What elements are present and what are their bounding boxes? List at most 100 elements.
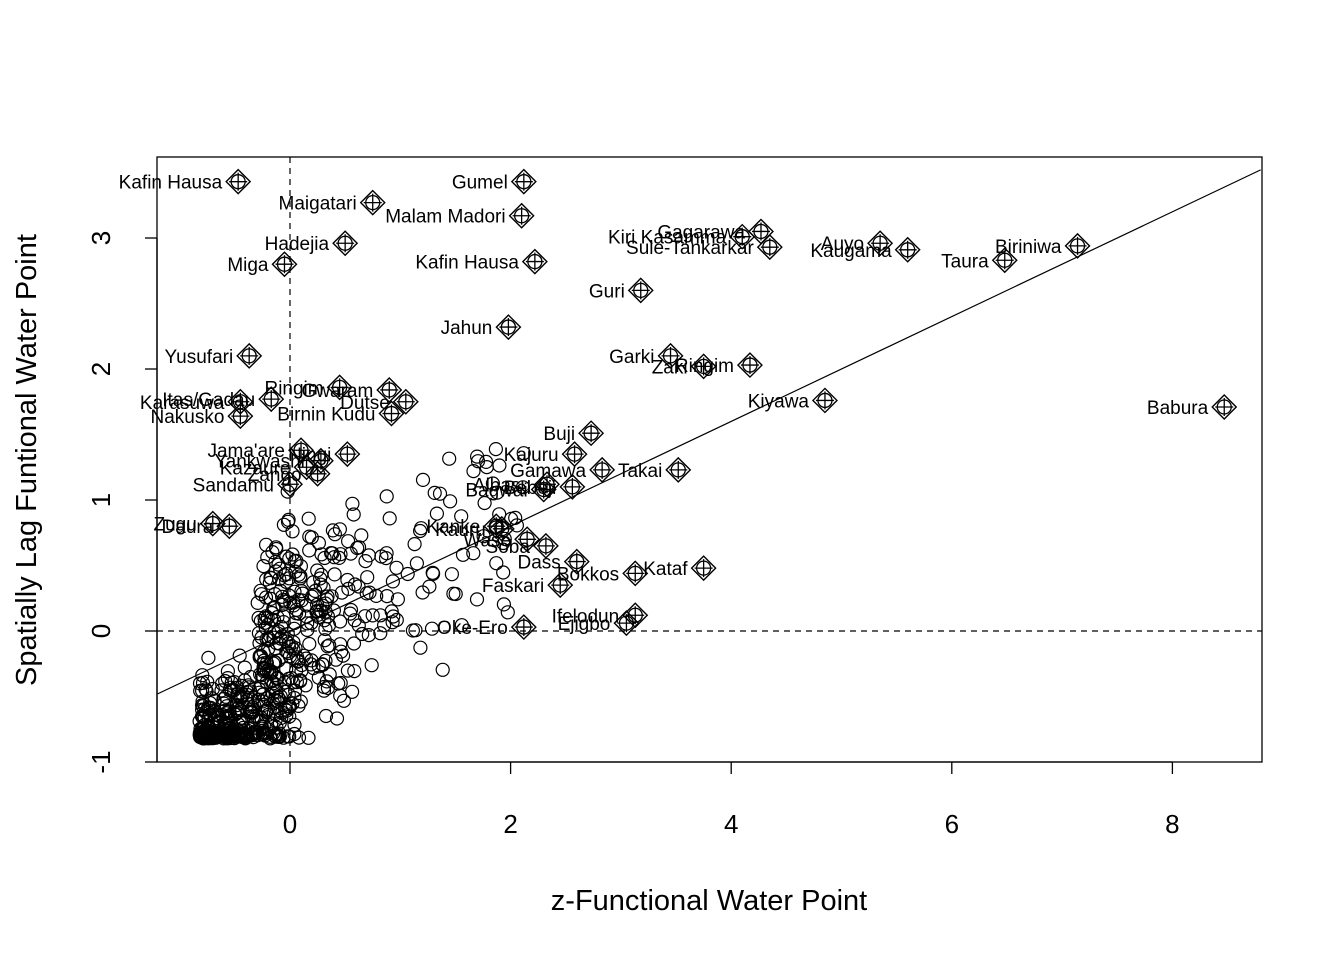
data-point [346,507,361,522]
data-point [249,726,264,741]
data-point [329,711,345,726]
data-point [490,485,505,500]
point-label: Nakusko [150,407,224,428]
data-point [227,730,242,746]
data-point [415,472,431,487]
point-label: Sandamu [193,475,274,496]
x-tick-label: 2 [503,809,517,839]
data-point [317,550,332,566]
point-label: Yankwashi [214,452,304,473]
data-point [313,577,328,592]
point-label: Ejigbo [558,614,611,635]
data-point [228,706,243,722]
point-label: Karasuwa [140,393,225,414]
data-point [261,662,276,677]
point-label: Kiyawa [748,391,810,412]
data-point [328,652,343,667]
data-point [287,615,302,631]
data-point [256,558,271,574]
data-point [336,648,351,663]
influential-point [199,510,226,537]
data-point [207,693,222,708]
point-label: Kafin Hausa [415,253,519,274]
x-tick-label: 8 [1165,809,1179,839]
data-point [364,658,379,673]
data-point [477,495,492,511]
data-point [496,565,511,580]
point-label: Buji [543,424,575,445]
data-point [470,449,485,464]
data-point [343,602,359,618]
point-label: Bokkos [557,564,619,585]
data-point [279,661,294,677]
data-point [413,640,428,655]
influential-point [894,236,921,263]
influential-point [657,342,684,369]
data-point [195,694,210,709]
x-tick-label: 4 [724,809,738,839]
data-point [253,613,268,629]
point-label: Ringim [264,378,323,399]
influential-point [747,218,774,245]
data-point [286,598,301,613]
point-label: Itas/Gadau [162,390,255,411]
y-tick-label: 1 [86,493,116,507]
data-point [345,496,360,511]
point-label: Kazaure [220,458,291,479]
influential-point [563,548,590,575]
point-label: Sule-Tankarkar [626,238,754,259]
influential-point [627,277,654,304]
influential-point [811,387,838,414]
data-point [293,673,308,688]
point-label: Bagwai [465,481,527,502]
influential-point [392,388,419,415]
data-point [322,667,337,682]
data-point [207,726,222,741]
data-point [287,717,302,733]
influential-point [622,560,649,587]
data-point [325,523,340,538]
data-point [267,600,282,616]
data-point [230,697,245,713]
point-label: Yusufari [165,347,234,368]
data-point [354,528,369,543]
influential-point [665,456,692,483]
data-point [218,673,233,689]
data-point [361,548,376,563]
data-point [476,529,491,544]
influential-point [271,251,298,278]
data-point [379,489,394,504]
data-point [346,636,362,651]
data-points [157,157,1262,762]
data-point [275,629,290,644]
data-point [515,480,531,495]
data-point [479,454,494,469]
influential-point [326,374,353,401]
data-point [291,592,306,607]
data-point [241,678,256,693]
data-point [444,567,459,582]
data-point [282,649,297,664]
point-label: Kauru [435,520,486,541]
data-point [293,559,308,574]
data-point [237,660,252,675]
point-label: Ningi [288,445,331,466]
data-point [318,621,333,637]
data-point [302,543,317,558]
point-label: Miga [227,255,269,276]
data-point [361,627,376,643]
influential-point [236,342,263,369]
data-point [252,636,267,651]
data-point [408,623,423,638]
data-point [271,690,286,706]
data-point [292,606,307,621]
point-label: Biriniwa [995,237,1062,258]
data-point [195,668,210,683]
data-point [454,618,469,633]
data-point [442,451,457,466]
data-point [273,631,288,646]
y-tick-label: 0 [86,624,116,638]
point-label: Albasu [473,475,531,496]
x-axis-title: z-Functional Water Point [551,885,867,917]
influential-point [376,376,403,403]
